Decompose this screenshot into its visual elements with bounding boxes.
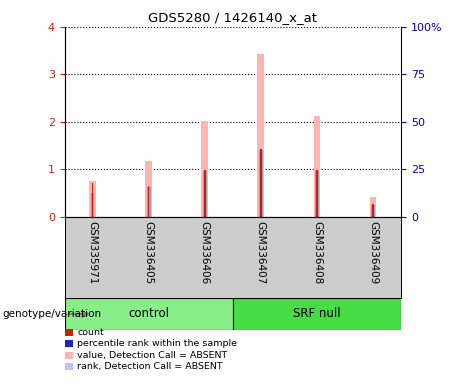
Bar xyxy=(259,151,263,217)
Bar xyxy=(145,161,152,217)
Text: GSM336408: GSM336408 xyxy=(312,221,322,284)
Bar xyxy=(148,186,149,217)
Bar xyxy=(313,116,320,217)
Text: rank, Detection Call = ABSENT: rank, Detection Call = ABSENT xyxy=(77,362,223,371)
Bar xyxy=(316,170,318,217)
Text: GSM335971: GSM335971 xyxy=(88,221,98,285)
Bar xyxy=(147,187,151,217)
Bar xyxy=(370,197,376,217)
Text: GSM336409: GSM336409 xyxy=(368,221,378,284)
Bar xyxy=(89,181,96,217)
Bar xyxy=(315,171,319,217)
Bar xyxy=(371,205,375,217)
Text: GSM336405: GSM336405 xyxy=(144,221,154,284)
Bar xyxy=(260,149,261,217)
Text: percentile rank within the sample: percentile rank within the sample xyxy=(77,339,237,348)
Text: control: control xyxy=(128,308,169,320)
Text: SRF null: SRF null xyxy=(293,308,341,320)
Text: GSM336406: GSM336406 xyxy=(200,221,210,284)
Title: GDS5280 / 1426140_x_at: GDS5280 / 1426140_x_at xyxy=(148,11,317,24)
Bar xyxy=(203,171,207,217)
Text: genotype/variation: genotype/variation xyxy=(2,309,101,319)
Bar xyxy=(92,183,93,217)
Text: GSM336407: GSM336407 xyxy=(256,221,266,284)
Bar xyxy=(204,170,206,217)
Bar xyxy=(372,204,374,217)
Bar xyxy=(91,193,95,217)
Bar xyxy=(201,121,208,217)
Bar xyxy=(65,298,233,330)
Bar xyxy=(258,55,264,217)
Bar xyxy=(233,298,401,330)
Text: count: count xyxy=(77,328,104,337)
Text: value, Detection Call = ABSENT: value, Detection Call = ABSENT xyxy=(77,351,228,360)
